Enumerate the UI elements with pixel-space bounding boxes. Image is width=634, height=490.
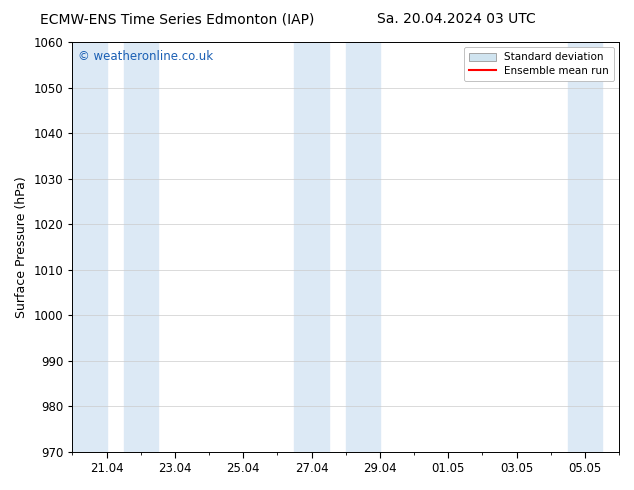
Bar bbox=[568, 42, 602, 452]
Bar bbox=[124, 42, 158, 452]
Bar bbox=[72, 42, 107, 452]
Text: Sa. 20.04.2024 03 UTC: Sa. 20.04.2024 03 UTC bbox=[377, 12, 536, 26]
Bar bbox=[294, 42, 328, 452]
Text: © weatheronline.co.uk: © weatheronline.co.uk bbox=[78, 50, 213, 63]
Legend: Standard deviation, Ensemble mean run: Standard deviation, Ensemble mean run bbox=[464, 47, 614, 81]
Text: ECMW-ENS Time Series Edmonton (IAP): ECMW-ENS Time Series Edmonton (IAP) bbox=[41, 12, 314, 26]
Y-axis label: Surface Pressure (hPa): Surface Pressure (hPa) bbox=[15, 176, 28, 318]
Bar bbox=[346, 42, 380, 452]
